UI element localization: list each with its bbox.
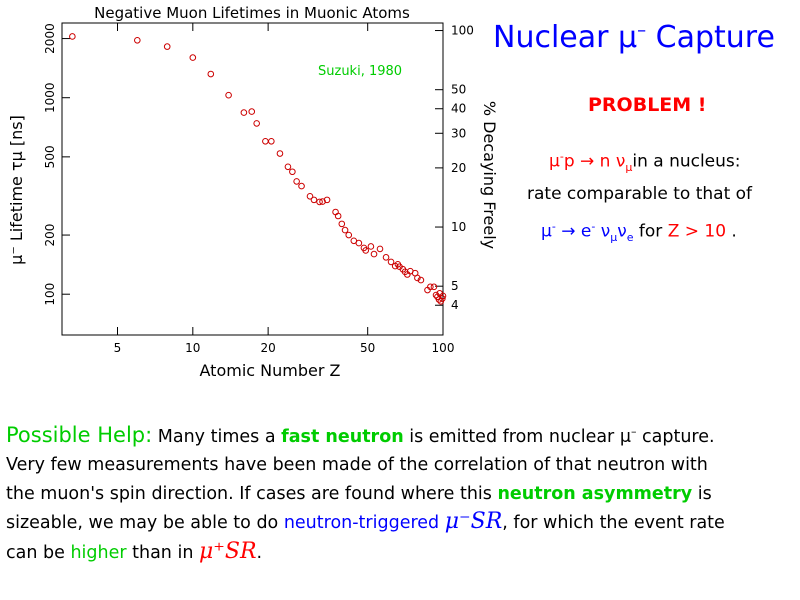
y-tick-label: 2000: [43, 23, 57, 54]
data-point: [323, 196, 331, 204]
data-point: [341, 226, 349, 234]
y-tick-label: 500: [43, 145, 57, 168]
fast-neutron-highlight: fast neutron: [281, 426, 404, 447]
data-point: [134, 36, 141, 44]
data-point: [427, 283, 434, 291]
data-point: [225, 91, 232, 99]
higher-highlight: higher: [70, 542, 127, 563]
data-point: [345, 231, 353, 239]
data-point: [370, 250, 378, 258]
decay-equation: μ- → e- νμνe for Z > 10 .: [541, 220, 737, 245]
y-axis-label-right: % Decaying Freely: [480, 101, 499, 249]
x-tick-label: 50: [360, 341, 375, 355]
para-line-4: sizeable, we may be able to do neutron-t…: [6, 509, 725, 535]
x-tick-label: 10: [185, 341, 200, 355]
data-point: [367, 243, 375, 250]
problem-heading: PROBLEM !: [588, 94, 707, 116]
data-point: [310, 196, 318, 204]
data-point: [276, 150, 284, 157]
data-point: [332, 208, 339, 216]
y-right-tick-label: 30: [451, 126, 466, 140]
y-right-tick-label: 10: [451, 220, 466, 234]
data-point: [355, 239, 363, 247]
data-point: [316, 198, 323, 206]
data-point: [268, 138, 275, 145]
y-axis-label-left: μ⁻ Lifetime τμ [ns]: [7, 115, 26, 265]
possible-help-label: Possible Help:: [6, 422, 153, 447]
data-point: [430, 283, 438, 291]
x-tick-label: 5: [114, 341, 122, 355]
plot-frame: [61, 22, 444, 336]
data-point: [253, 120, 260, 127]
y-tick-label: 200: [43, 224, 57, 247]
y-right-tick-label: 4: [451, 298, 459, 312]
possible-help-paragraph: Possible Help: Many times a fast neutron…: [6, 418, 796, 567]
data-point: [189, 54, 197, 61]
x-tick-label: 100: [432, 341, 455, 355]
musr-minus: μ⁻SR: [444, 509, 503, 535]
data-point: [417, 276, 425, 284]
data-point: [69, 33, 76, 40]
data-point: [414, 274, 421, 282]
data-point: [319, 198, 326, 205]
data-point: [248, 108, 256, 115]
chart-title: Negative Muon Lifetimes in Muonic Atoms: [94, 4, 410, 22]
chart-annotation: Suzuki, 1980: [318, 64, 402, 79]
data-point: [362, 247, 370, 254]
musr-plus: μ⁺SR: [198, 538, 257, 564]
data-point: [284, 163, 292, 171]
neutron-asymmetry-highlight: neutron asymmetry: [497, 483, 693, 504]
x-axis-label: Atomic Number Z: [200, 361, 341, 380]
slide-title: Nuclear μ– Capture: [493, 20, 775, 55]
data-point: [306, 192, 314, 200]
data-point: [387, 258, 395, 266]
y-right-tick-label: 50: [451, 83, 466, 97]
x-tick-label: 20: [260, 341, 275, 355]
data-point: [434, 293, 441, 301]
y-tick-label: 100: [43, 283, 57, 306]
para-line-3: the muon's spin direction. If cases are …: [6, 483, 712, 504]
y-right-tick-label: 100: [451, 24, 474, 38]
data-point: [334, 212, 342, 220]
y-right-tick-label: 5: [451, 279, 459, 293]
para-line-1: Possible Help: Many times a fast neutron…: [6, 422, 715, 447]
para-line-2: Very few measurements have been made of …: [6, 455, 708, 476]
data-point: [376, 245, 384, 253]
data-point: [432, 291, 440, 299]
para-line-5: can be higher than in μ⁺SR.: [6, 538, 263, 564]
data-point: [289, 168, 296, 176]
y-right-tick-label: 40: [451, 102, 466, 116]
rate-comparison-text: rate comparable to that of: [527, 184, 753, 204]
data-point: [298, 182, 305, 190]
data-point: [163, 43, 171, 50]
data-point: [382, 254, 390, 261]
data-point: [240, 109, 248, 116]
data-point: [338, 220, 346, 228]
capture-equation: μ-p → n νμin a nucleus:: [549, 150, 741, 175]
y-tick-label: 1000: [43, 82, 57, 113]
y-right-tick-label: 20: [451, 161, 466, 175]
data-point: [293, 178, 300, 185]
data-point: [207, 70, 215, 78]
data-point: [262, 138, 269, 145]
neutron-triggered-highlight: neutron-triggered: [283, 513, 440, 534]
